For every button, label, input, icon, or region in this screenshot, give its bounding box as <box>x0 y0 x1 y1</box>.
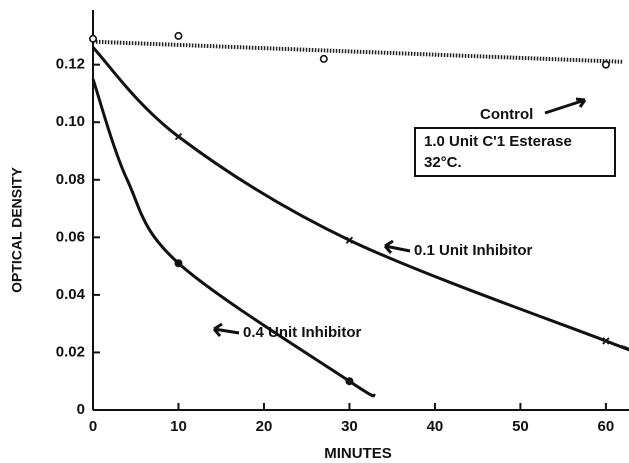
x-tick-label: 20 <box>256 418 273 435</box>
x-axis-label: MINUTES <box>324 445 392 462</box>
marker <box>174 259 183 268</box>
marker <box>345 236 354 244</box>
y-tick-label: 0 <box>77 401 85 418</box>
x-tick-label: 60 <box>598 418 615 435</box>
box-line: 1.0 Unit C'1 Esterase <box>424 133 572 150</box>
y-tick-label: 0.12 <box>56 56 85 73</box>
y-axis-label: OPTICAL DENSITY <box>9 166 25 292</box>
arrow <box>383 239 411 254</box>
series-line <box>91 78 376 398</box>
x-tick-label: 40 <box>427 418 444 435</box>
annotation-box <box>414 127 616 177</box>
arrow <box>212 322 240 337</box>
marker <box>174 31 183 40</box>
y-tick-label: 0.02 <box>56 343 85 360</box>
marker <box>89 34 98 43</box>
series-line <box>92 39 624 64</box>
series-line <box>91 46 629 352</box>
y-tick-label: 0.10 <box>56 113 85 130</box>
series-label: 0.4 Unit Inhibitor <box>243 324 361 341</box>
y-tick-label: 0.08 <box>56 171 85 188</box>
x-tick-label: 50 <box>512 418 529 435</box>
marker <box>602 337 610 345</box>
series-label: Control <box>480 106 533 123</box>
box-line: 32°C. <box>424 154 462 171</box>
x-tick-label: 0 <box>89 418 97 435</box>
y-tick-label: 0.06 <box>56 228 85 245</box>
series-label: 0.1 Unit Inhibitor <box>414 242 532 259</box>
marker <box>345 377 354 386</box>
arrow <box>544 97 587 115</box>
marker <box>601 60 610 69</box>
marker <box>174 132 183 141</box>
x-tick-label: 10 <box>170 418 187 435</box>
x-tick-label: 30 <box>341 418 358 435</box>
y-tick-label: 0.04 <box>56 286 86 303</box>
marker <box>319 54 328 63</box>
